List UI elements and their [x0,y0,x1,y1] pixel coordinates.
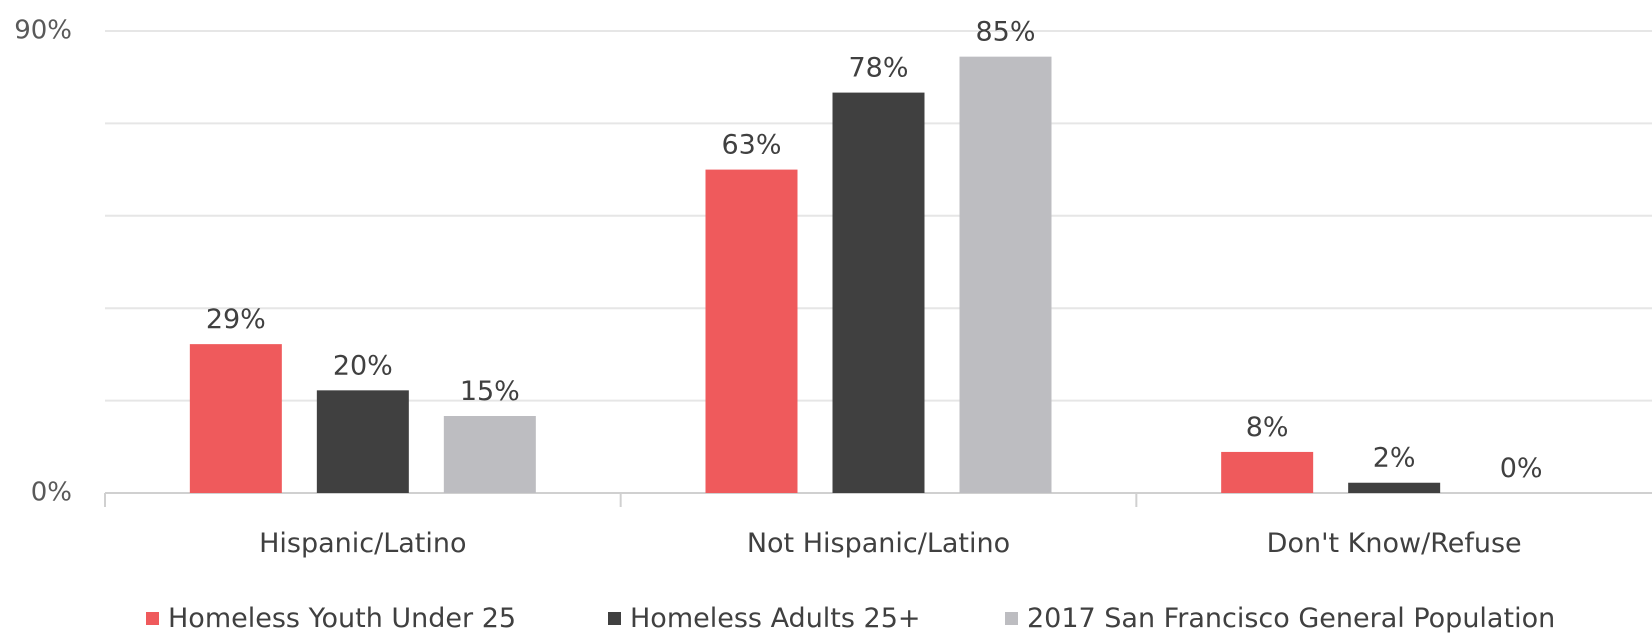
bar [1221,451,1314,493]
data-label: 15% [460,376,520,407]
bar [832,92,925,493]
legend-swatch [608,612,621,625]
bars [189,56,1441,494]
y-tick-label: 90% [14,16,72,46]
y-axis-ticks: 0% 90% [14,16,72,508]
data-label: 29% [206,304,266,335]
legend-swatch [1005,612,1018,625]
legend-swatch [146,612,159,625]
data-labels: 29% 20% 15% 63% 78% 85% 8% 2% 0% [206,17,1543,484]
category-label: Don't Know/Refuse [1267,528,1522,559]
bar [189,344,282,493]
legend-label: Homeless Youth Under 25 [168,603,516,634]
bar [705,169,798,493]
data-label: 8% [1246,412,1289,443]
data-label: 63% [721,130,781,161]
bar [1348,482,1441,493]
data-label: 0% [1500,453,1543,484]
data-label: 78% [848,53,908,84]
legend-label: 2017 San Francisco General Population [1027,603,1555,634]
category-label: Not Hispanic/Latino [747,528,1010,559]
data-label: 85% [975,17,1035,48]
x-axis [104,492,1652,507]
bar [443,416,536,493]
legend-label: Homeless Adults 25+ [630,603,921,634]
legend: Homeless Youth Under 25 Homeless Adults 2… [146,603,1555,634]
category-labels: Hispanic/Latino Not Hispanic/Latino Don't … [259,528,1522,559]
data-label: 2% [1373,443,1416,474]
category-label: Hispanic/Latino [259,528,466,559]
y-tick-label: 0% [31,478,72,508]
data-label: 20% [333,350,393,381]
bar [959,56,1052,494]
bar [316,390,409,493]
